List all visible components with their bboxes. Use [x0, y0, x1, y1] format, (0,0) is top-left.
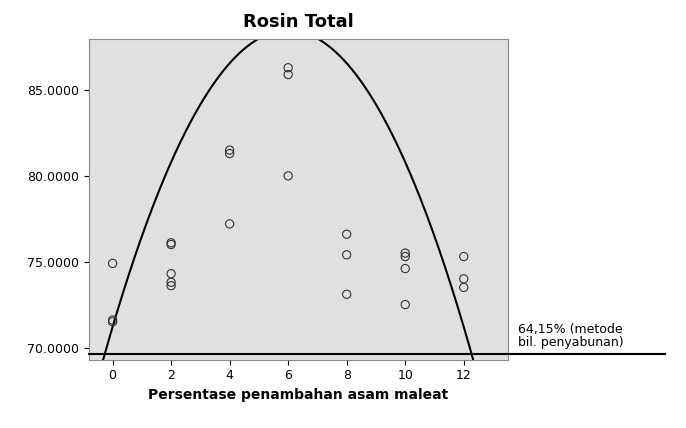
- Point: [224, 150, 235, 157]
- Point: [458, 284, 469, 291]
- Point: [165, 270, 176, 277]
- Point: [400, 301, 411, 308]
- Point: [107, 318, 118, 325]
- Point: [283, 172, 294, 179]
- Title: Rosin Total: Rosin Total: [243, 13, 354, 31]
- Point: [165, 239, 176, 246]
- Text: 64,15% (metode: 64,15% (metode: [518, 324, 623, 336]
- Point: [107, 260, 118, 267]
- Point: [458, 275, 469, 282]
- Point: [224, 220, 235, 227]
- Point: [341, 231, 352, 238]
- Point: [458, 253, 469, 260]
- Point: [283, 71, 294, 78]
- Point: [165, 241, 176, 248]
- Point: [341, 291, 352, 298]
- Point: [341, 251, 352, 258]
- Point: [107, 317, 118, 324]
- Text: bil. penyabunan): bil. penyabunan): [518, 336, 624, 349]
- X-axis label: Persentase penambahan asam maleat: Persentase penambahan asam maleat: [148, 388, 449, 402]
- Point: [165, 279, 176, 286]
- Point: [400, 250, 411, 256]
- Point: [400, 253, 411, 260]
- Point: [283, 64, 294, 71]
- Point: [400, 265, 411, 272]
- Point: [224, 147, 235, 154]
- Point: [165, 282, 176, 289]
